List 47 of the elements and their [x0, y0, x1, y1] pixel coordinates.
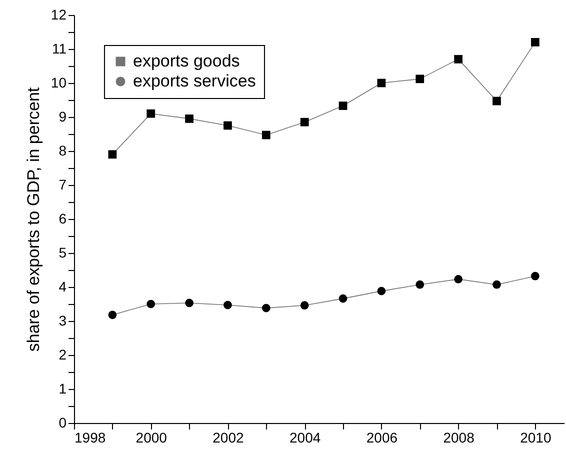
- y-tick-label: 1: [58, 380, 67, 396]
- point: [416, 74, 424, 84]
- point: [146, 300, 156, 308]
- y-tick-label: 6: [58, 210, 67, 226]
- y-tick-label: 11: [52, 40, 67, 56]
- point: [262, 130, 270, 140]
- y-tick-label: 5: [58, 244, 67, 260]
- y-tick-label: 3: [58, 312, 67, 328]
- point: [338, 294, 348, 303]
- y-tick-label: 4: [58, 278, 67, 294]
- point: [416, 280, 424, 289]
- x-tick-label: 2004: [290, 430, 321, 446]
- point: [454, 55, 462, 64]
- point: [454, 275, 462, 284]
- point: [185, 114, 194, 123]
- point: [530, 38, 540, 46]
- x-tick-label: 2010: [520, 430, 552, 446]
- x-tick-label: 2008: [443, 430, 475, 446]
- point: [300, 301, 309, 310]
- y-tick-label: 8: [58, 142, 67, 158]
- x-tick-label: 2000: [136, 430, 168, 446]
- y-axis-title: share of exports to GDP, in percent: [24, 87, 43, 352]
- legend-label: exports services: [133, 72, 256, 90]
- legend-label: exports goods: [133, 52, 240, 70]
- x-tick-label: 2006: [366, 430, 398, 446]
- point: [185, 298, 194, 308]
- point: [492, 280, 501, 289]
- x-tick-label: 1998: [74, 430, 106, 446]
- point: [108, 150, 117, 159]
- x-tick-label: 2002: [212, 430, 244, 446]
- point: [224, 121, 232, 130]
- point: [377, 286, 386, 296]
- y-tick-label: 7: [58, 176, 67, 192]
- y-tick-label: 0: [58, 414, 67, 430]
- y-tick-label: 9: [58, 108, 67, 124]
- point: [338, 102, 348, 110]
- point: [492, 96, 501, 106]
- point: [146, 109, 156, 118]
- point: [224, 300, 232, 310]
- y-tick-label: 10: [50, 74, 67, 90]
- point: [262, 304, 270, 312]
- point: [377, 78, 386, 88]
- y-tick-label: 2: [58, 346, 67, 362]
- point: [530, 272, 540, 280]
- point: [300, 118, 309, 126]
- point: [108, 310, 117, 320]
- y-tick-label: 12: [50, 6, 67, 22]
